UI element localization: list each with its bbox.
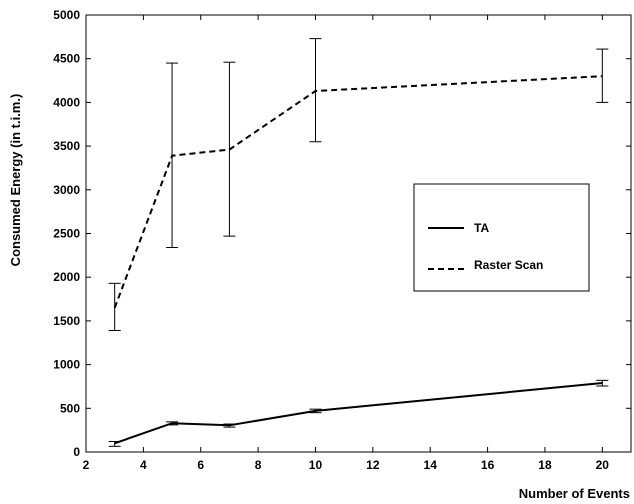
y-tick-label-7: 3500: [53, 139, 80, 153]
series-raster-scan: [108, 38, 609, 332]
y-tick-label-8: 4000: [53, 95, 80, 109]
y-tick-label-4: 2000: [53, 270, 80, 284]
x-tick-label-3: 8: [255, 458, 262, 472]
x-tick-label-7: 16: [481, 458, 495, 472]
x-tick-label-0: 2: [83, 458, 90, 472]
y-tick-label-9: 4500: [53, 52, 80, 66]
tick-labels: 0 500 1000 1500 2000 2500 3000 3500 4000 4500 5000…: [53, 8, 609, 472]
x-tick-label-8: 18: [538, 458, 552, 472]
y-tick-label-3: 1500: [53, 314, 80, 328]
legend-label-ta: TA: [474, 221, 489, 235]
x-tick-label-1: 4: [140, 458, 147, 472]
legend-label-raster-scan: Raster Scan: [474, 258, 543, 272]
y-tick-label-6: 3000: [53, 183, 80, 197]
y-tick-label-0: 0: [73, 445, 80, 459]
series-layer: [108, 38, 609, 447]
x-tick-label-2: 6: [197, 458, 204, 472]
legend-box: [413, 183, 590, 292]
x-tick-label-9: 20: [596, 458, 610, 472]
y-tick-label-10: 5000: [53, 8, 80, 22]
y-tick-label-5: 2500: [53, 227, 80, 241]
x-tick-label-5: 12: [366, 458, 380, 472]
legend: TA Raster Scan: [413, 183, 590, 292]
series-ta: [108, 379, 609, 447]
x-axis-label: Number of Events: [519, 486, 630, 501]
y-tick-label-2: 1000: [53, 358, 80, 372]
axis-ticks: [85, 14, 631, 453]
x-tick-label-4: 10: [309, 458, 323, 472]
x-tick-label-6: 14: [424, 458, 438, 472]
y-axis-label: Consumed Energy (in t.i.m.): [8, 94, 23, 267]
y-tick-label-1: 500: [60, 401, 80, 415]
